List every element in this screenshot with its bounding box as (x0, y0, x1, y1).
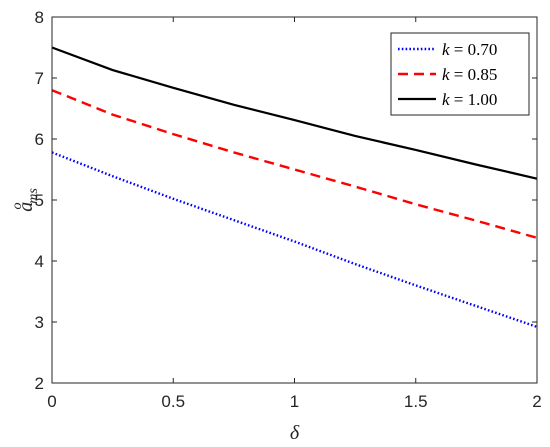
y-tick-label: 2 (35, 374, 44, 393)
legend-eq: = (450, 65, 468, 84)
legend-var: k (442, 40, 450, 59)
legend-value: 0.85 (468, 65, 498, 84)
y-tick-label: 6 (35, 130, 44, 149)
y-tick-label: 5 (35, 191, 44, 210)
legend-var: k (442, 65, 450, 84)
x-tick-label: 0 (47, 392, 56, 411)
legend-label-3: k = 1.00 (442, 90, 497, 109)
legend-eq: = (450, 40, 468, 59)
legend: k = 0.70k = 0.85k = 1.00 (390, 32, 530, 116)
y-tick-label: 7 (35, 69, 44, 88)
y-tick-label: 8 (35, 8, 44, 27)
legend-value: 0.70 (468, 40, 498, 59)
series-line-1 (51, 151, 538, 329)
series-line-2 (51, 89, 538, 239)
legend-var: k (442, 90, 450, 109)
x-tick-label: 2 (532, 392, 541, 411)
legend-eq: = (450, 90, 468, 109)
legend-label-2: k = 0.85 (442, 65, 497, 84)
series-line-3 (51, 46, 538, 180)
y-axis-label: amso (10, 188, 41, 212)
y-tick-label: 3 (35, 313, 44, 332)
x-axis-label: δ (290, 422, 300, 444)
legend-label-1: k = 0.70 (442, 40, 497, 59)
series-layer (51, 46, 538, 329)
y-tick-label: 4 (35, 252, 44, 271)
x-tick-label: 1 (290, 392, 299, 411)
y-axis-label-sub: ms (26, 188, 41, 204)
tick-layer: 0 0.5 1 1.5 2 2 3 4 5 6 7 8 (35, 8, 542, 411)
legend-value: 1.00 (468, 90, 498, 109)
x-tick-label: 1.5 (404, 392, 428, 411)
y-axis-label-sup: o (10, 203, 25, 210)
y-axis-label-base: a (15, 202, 37, 212)
x-tick-label: 0.5 (161, 392, 185, 411)
